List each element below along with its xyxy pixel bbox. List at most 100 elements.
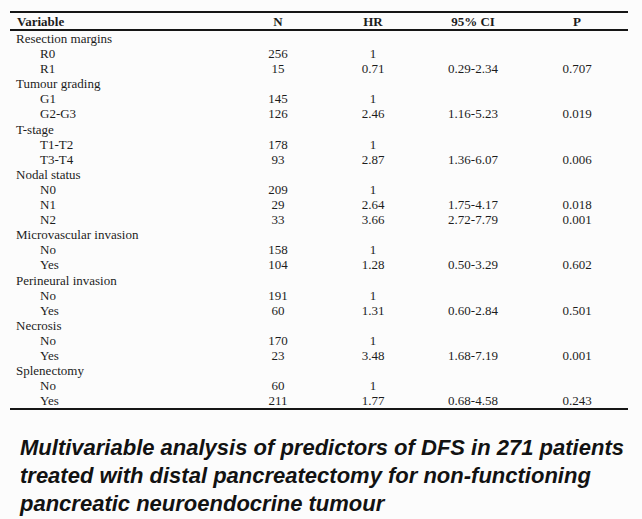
cell-ci: 0.60-2.84: [420, 303, 526, 318]
cell-n: 23: [230, 348, 326, 363]
cell-p: 0.006: [526, 152, 628, 167]
group-label: Resection margins: [10, 30, 628, 46]
cell-hr: 1: [326, 182, 420, 197]
table-row: N02091: [10, 182, 628, 197]
cell-p: [526, 137, 628, 152]
cell-p: 0.001: [526, 348, 628, 363]
table-row: Yes1041.280.50-3.290.602: [10, 257, 628, 272]
cell-ci: 0.68-4.58: [420, 393, 526, 409]
cell-variable: N2: [10, 212, 230, 227]
cell-variable: G2-G3: [10, 106, 230, 121]
cell-p: 0.018: [526, 197, 628, 212]
table-header-row: Variable N HR 95% CI P: [10, 12, 628, 30]
group-row: Tumour grading: [10, 76, 628, 91]
group-label: Splenectomy: [10, 363, 628, 378]
multivariable-analysis-table: Variable N HR 95% CI P Resection margins…: [10, 11, 628, 410]
cell-p: [526, 182, 628, 197]
cell-ci: 1.36-6.07: [420, 152, 526, 167]
table-row: N1292.641.75-4.170.018: [10, 197, 628, 212]
cell-ci: [420, 182, 526, 197]
cell-n: 33: [230, 212, 326, 227]
group-label: Nodal status: [10, 167, 628, 182]
cell-hr: 3.66: [326, 212, 420, 227]
table-row: R1150.710.29-2.340.707: [10, 61, 628, 76]
cell-ci: 1.16-5.23: [420, 106, 526, 121]
column-header-p: P: [526, 12, 628, 30]
cell-hr: 1.28: [326, 257, 420, 272]
table-row: Yes601.310.60-2.840.501: [10, 303, 628, 318]
cell-variable: Yes: [10, 303, 230, 318]
cell-variable: T3-T4: [10, 152, 230, 167]
cell-ci: 1.68-7.19: [420, 348, 526, 363]
cell-hr: 1.77: [326, 393, 420, 409]
cell-variable: Yes: [10, 393, 230, 409]
cell-hr: 2.87: [326, 152, 420, 167]
cell-hr: 1.31: [326, 303, 420, 318]
column-header-ci: 95% CI: [420, 12, 526, 30]
table-row: No1701: [10, 333, 628, 348]
cell-ci: 2.72-7.79: [420, 212, 526, 227]
cell-p: [526, 333, 628, 348]
caption-line-2: treated with distal pancreatectomy for n…: [20, 462, 624, 490]
cell-variable: R1: [10, 61, 230, 76]
cell-p: [526, 46, 628, 61]
group-label: Tumour grading: [10, 76, 628, 91]
cell-p: 0.243: [526, 393, 628, 409]
table-row: Yes2111.770.68-4.580.243: [10, 393, 628, 409]
cell-ci: 0.29-2.34: [420, 61, 526, 76]
table-row: Yes233.481.68-7.190.001: [10, 348, 628, 363]
cell-n: 178: [230, 137, 326, 152]
caption-line-1: Multivariable analysis of predictors of …: [20, 434, 624, 462]
cell-variable: No: [10, 333, 230, 348]
table-row: G11451: [10, 91, 628, 106]
cell-ci: [420, 288, 526, 303]
group-row: T-stage: [10, 122, 628, 137]
cell-variable: T1-T2: [10, 137, 230, 152]
cell-hr: 1: [326, 288, 420, 303]
cell-hr: 1: [326, 333, 420, 348]
group-label: Necrosis: [10, 318, 628, 333]
cell-variable: Yes: [10, 348, 230, 363]
column-header-variable: Variable: [10, 12, 230, 30]
cell-n: 104: [230, 257, 326, 272]
cell-ci: [420, 137, 526, 152]
cell-variable: Yes: [10, 257, 230, 272]
cell-n: 211: [230, 393, 326, 409]
cell-n: 145: [230, 91, 326, 106]
group-row: Resection margins: [10, 30, 628, 46]
cell-n: 209: [230, 182, 326, 197]
table-row: R02561: [10, 46, 628, 61]
cell-p: [526, 91, 628, 106]
cell-p: 0.707: [526, 61, 628, 76]
cell-variable: G1: [10, 91, 230, 106]
cell-n: 170: [230, 333, 326, 348]
cell-hr: 1: [326, 378, 420, 393]
cell-n: 93: [230, 152, 326, 167]
table-row: T1-T21781: [10, 137, 628, 152]
group-row: Perineural invasion: [10, 273, 628, 288]
cell-ci: 0.50-3.29: [420, 257, 526, 272]
group-row: Necrosis: [10, 318, 628, 333]
cell-n: 60: [230, 303, 326, 318]
cell-ci: [420, 46, 526, 61]
cell-p: 0.001: [526, 212, 628, 227]
cell-hr: 0.71: [326, 61, 420, 76]
cell-n: 15: [230, 61, 326, 76]
cell-variable: R0: [10, 46, 230, 61]
cell-p: 0.501: [526, 303, 628, 318]
cell-p: [526, 378, 628, 393]
cell-hr: 1: [326, 46, 420, 61]
caption-line-3: pancreatic neuroendocrine tumour: [20, 490, 624, 518]
table-row: N2333.662.72-7.790.001: [10, 212, 628, 227]
cell-variable: N0: [10, 182, 230, 197]
cell-ci: [420, 378, 526, 393]
cell-n: 60: [230, 378, 326, 393]
table-row: No1911: [10, 288, 628, 303]
cell-variable: No: [10, 378, 230, 393]
cell-hr: 1: [326, 91, 420, 106]
cell-hr: 1: [326, 137, 420, 152]
cell-ci: [420, 91, 526, 106]
group-label: Microvascular invasion: [10, 227, 628, 242]
cell-ci: 1.75-4.17: [420, 197, 526, 212]
cell-hr: 2.46: [326, 106, 420, 121]
